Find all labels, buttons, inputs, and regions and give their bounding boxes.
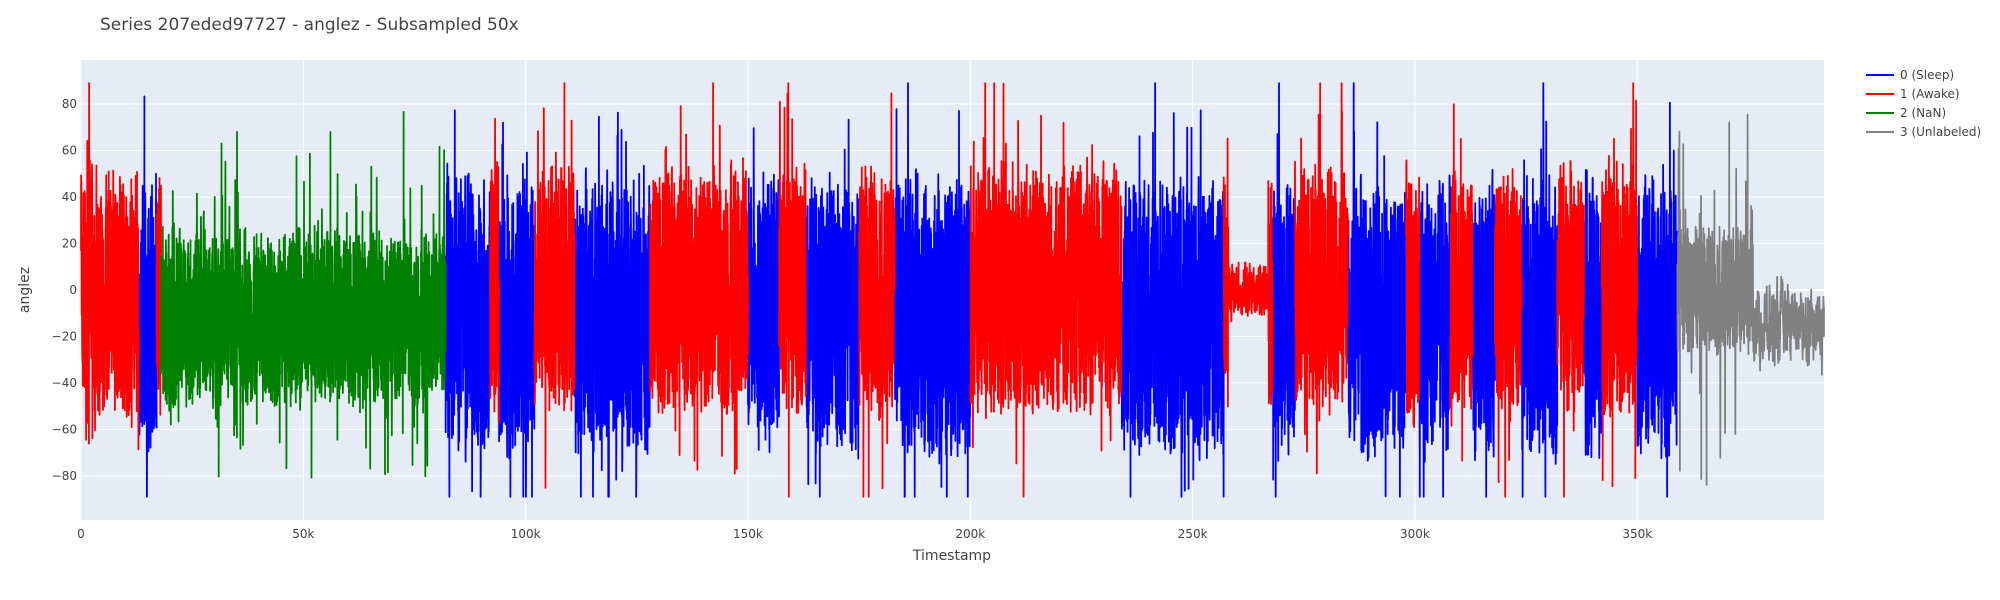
x-axis-title: Timestamp [912, 548, 991, 564]
series-line [1471, 168, 1496, 498]
series-line [1418, 174, 1452, 498]
series-line [1636, 101, 1679, 498]
series-line [1405, 159, 1421, 429]
series-line [893, 82, 972, 498]
series-line [1676, 113, 1825, 486]
series-line [804, 118, 860, 498]
series-line [1583, 168, 1603, 460]
series-line [444, 109, 491, 498]
series-line [160, 111, 447, 479]
x-tick-label: 150k [733, 527, 763, 541]
y-tick-labels: −80 −60 −40 −20 0 20 40 60 80 [52, 97, 77, 483]
y-tick-label: 40 [62, 190, 77, 204]
y-tick-label: 60 [62, 144, 77, 158]
x-tick-label: 300k [1400, 527, 1430, 541]
y-tick-label: −60 [52, 422, 77, 436]
legend-entry: 2 (NaN) [1900, 106, 1946, 120]
series-lines [80, 82, 1825, 498]
series-line [1556, 159, 1585, 498]
x-tick-label: 0 [77, 527, 85, 541]
series-line [573, 111, 651, 498]
legend: 0 (Sleep) 1 (Awake) 2 (NaN) 3 (Unlabeled) [1866, 68, 1981, 139]
y-axis-title: anglez [17, 267, 33, 313]
legend-entry: 1 (Awake) [1900, 87, 1960, 101]
series-line [1271, 82, 1296, 498]
x-tick-label: 250k [1178, 527, 1208, 541]
x-tick-label: 200k [955, 527, 985, 541]
series-line [489, 117, 500, 424]
y-tick-label: 80 [62, 97, 77, 111]
series-line [1600, 82, 1639, 488]
chart-title: Series 207eded97727 - anglez - Subsample… [100, 15, 519, 35]
series-line [969, 82, 1123, 498]
series-line [1494, 167, 1523, 498]
series-line [1222, 137, 1274, 408]
series-line [778, 82, 807, 498]
series-line [1294, 82, 1350, 475]
legend-entry: 3 (Unlabeled) [1900, 125, 1981, 139]
y-tick-label: −80 [52, 469, 77, 483]
legend-entry: 0 (Sleep) [1900, 68, 1954, 82]
series-line [80, 82, 140, 451]
series-line [498, 121, 536, 498]
y-tick-label: 0 [69, 283, 77, 297]
series-line [155, 177, 162, 416]
series-line [1449, 103, 1474, 462]
x-tick-label: 350k [1622, 527, 1652, 541]
series-line [858, 92, 896, 498]
series-line [1120, 82, 1225, 498]
series-line [1520, 82, 1559, 498]
x-tick-labels: 0 50k 100k 150k 200k 250k 300k 350k [77, 527, 1652, 541]
series-line [533, 82, 576, 489]
series-line [649, 82, 749, 475]
series-line [1347, 82, 1407, 498]
series-line [747, 127, 780, 454]
x-tick-label: 100k [511, 527, 541, 541]
y-tick-label: 20 [62, 237, 77, 251]
x-tick-label: 50k [292, 527, 314, 541]
y-tick-label: −40 [52, 376, 77, 390]
y-tick-label: −20 [52, 329, 77, 343]
series-line [137, 95, 158, 498]
